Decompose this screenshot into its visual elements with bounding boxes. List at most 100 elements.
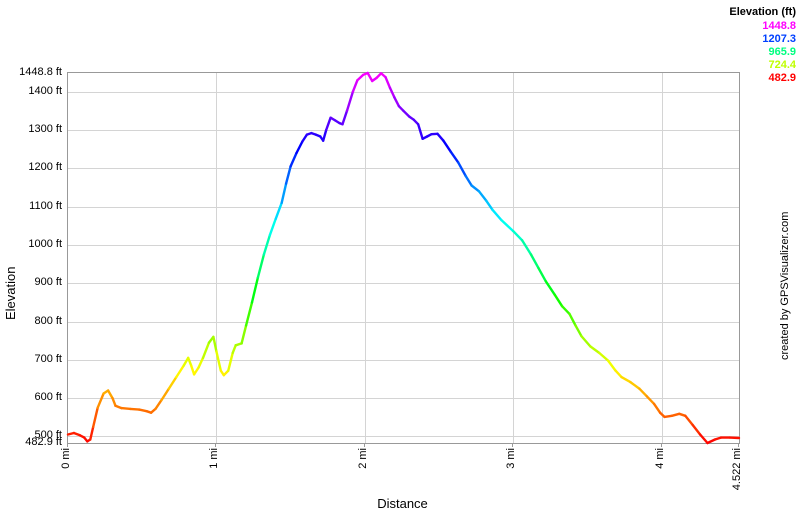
profile-segment: [212, 335, 218, 353]
profile-segment: [96, 392, 105, 409]
profile-segment: [192, 366, 200, 376]
profile-segment: [442, 139, 452, 154]
x-tick-mark: [363, 443, 365, 447]
y-tick-label: 1448.8 ft: [19, 66, 62, 78]
y-tick-label: 800 ft: [34, 314, 62, 327]
profile-segment: [356, 73, 365, 82]
y-tick-label: 1400 ft: [28, 84, 62, 97]
profile-segment: [160, 387, 171, 402]
y-tick-label: 500 ft: [34, 429, 62, 442]
profile-segment: [470, 184, 481, 193]
profile-segment: [417, 123, 424, 141]
profile-segment: [175, 364, 185, 379]
profile-segment: [106, 389, 114, 400]
y-tick-label: 1300 ft: [28, 122, 62, 135]
profile-segment: [215, 350, 223, 372]
profile-segment: [384, 75, 392, 90]
profile-segment: [512, 229, 524, 242]
profile-segment: [227, 351, 234, 372]
gridline-horizontal: [68, 359, 739, 361]
profile-segment: [663, 414, 674, 419]
profile-segment: [500, 218, 515, 233]
profile-segment: [537, 266, 547, 283]
profile-segment: [629, 380, 641, 390]
profile-segment: [89, 425, 95, 441]
profile-segment: [189, 364, 196, 376]
x-axis-title: Distance: [377, 496, 428, 511]
profile-segment: [589, 345, 601, 355]
y-tick-label: 1200 ft: [28, 161, 62, 174]
profile-segment: [301, 133, 309, 143]
legend-entry: 724.4: [768, 59, 796, 71]
profile-segment: [393, 96, 401, 108]
profile-segment: [436, 132, 445, 142]
profile-segment: [402, 109, 411, 118]
profile-segment: [231, 344, 237, 355]
profile-segment: [256, 253, 266, 279]
profile-segment: [553, 293, 564, 308]
x-tick-mark: [660, 443, 662, 447]
y-tick-label: 482.9 ft: [25, 436, 62, 448]
gridline-horizontal: [68, 398, 739, 400]
x-tick-label: 3 mi: [505, 448, 518, 469]
profile-segment: [240, 324, 248, 345]
profile-segment: [574, 324, 583, 338]
gridline-horizontal: [68, 168, 739, 170]
x-tick-mark: [512, 443, 514, 447]
profile-segment: [568, 312, 577, 327]
profile-segment: [280, 182, 288, 205]
legend-entry: 965.9: [768, 46, 796, 58]
gridline-vertical: [216, 73, 218, 443]
elevation-profile-line: [66, 71, 741, 445]
profile-segment: [197, 356, 205, 369]
x-tick-label: 4 mi: [653, 448, 666, 469]
legend-entries: 1448.8 1207.3 965.9 724.4 482.9: [729, 20, 796, 85]
profile-segment: [580, 334, 592, 348]
profile-segment: [670, 412, 681, 417]
profile-segment: [698, 433, 709, 445]
gridline-horizontal: [68, 436, 739, 438]
profile-segment: [137, 408, 148, 413]
gridline-horizontal: [68, 129, 739, 131]
x-tick-label: 4.522 mi: [731, 448, 743, 491]
gridline-horizontal: [68, 244, 739, 246]
gridline-vertical: [364, 73, 366, 443]
legend-entry: 1207.3: [762, 33, 796, 45]
profile-segment: [520, 239, 533, 256]
x-tick-label: 2 mi: [356, 448, 369, 469]
profile-segment: [244, 301, 254, 327]
profile-segment: [295, 140, 304, 155]
profile-segment: [544, 280, 556, 296]
profile-segment: [691, 423, 702, 436]
profile-segment: [529, 253, 540, 270]
profile-segment: [186, 356, 193, 367]
profile-segment: [388, 86, 396, 99]
profile-segment: [120, 406, 132, 411]
profile-segment: [560, 304, 571, 316]
profile-segment: [92, 406, 99, 429]
profile-segment: [684, 414, 694, 427]
profile-segment: [262, 234, 272, 256]
profile-segment: [366, 71, 374, 83]
gridline-horizontal: [68, 206, 739, 208]
profile-segment: [345, 90, 355, 112]
gridline-vertical: [661, 73, 663, 443]
profile-segment: [274, 201, 283, 221]
y-tick-label: 600 ft: [34, 391, 62, 404]
y-tick-label: 1100 ft: [29, 199, 62, 212]
legend: Elevation (ft) 1448.8 1207.3 965.9 724.4 482…: [729, 5, 796, 85]
profile-segment: [250, 276, 260, 304]
legend-entry: 1448.8: [762, 20, 796, 32]
profile-segment: [284, 165, 292, 185]
profile-segment: [111, 396, 117, 407]
profile-segment: [289, 151, 298, 168]
profile-segment: [638, 387, 648, 398]
gridline-horizontal: [68, 91, 739, 93]
y-tick-label: 900 ft: [34, 276, 62, 289]
profile-segment: [351, 78, 359, 93]
legend-title: Elevation (ft): [729, 6, 796, 18]
profile-segment: [449, 150, 460, 164]
profile-segment: [154, 398, 163, 411]
profile-segment: [645, 395, 656, 406]
